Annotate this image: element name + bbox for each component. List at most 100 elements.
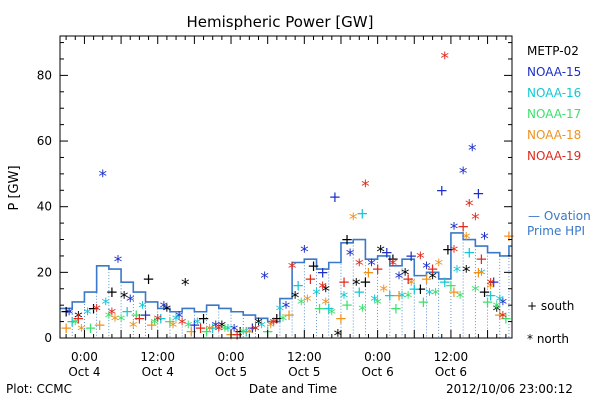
north-point: * bbox=[251, 321, 260, 341]
south-point: + bbox=[335, 309, 348, 327]
north-point: * bbox=[468, 141, 477, 161]
series-noaa-16: + * * + * + * * + * + **+ *+ * + * + * + *+ *+*+*+ bbox=[66, 204, 504, 341]
y-tick-label: 20 bbox=[37, 265, 52, 279]
south-point: + bbox=[500, 309, 513, 327]
north-point: * bbox=[453, 262, 462, 282]
legend-entry: NOAA-16 bbox=[527, 86, 581, 100]
ovation-label-line2: Prime HPI bbox=[527, 224, 585, 238]
x-tick-label-date: Oct 5 bbox=[288, 365, 320, 379]
south-point: + bbox=[353, 283, 366, 301]
south-point: + bbox=[194, 319, 207, 337]
north-point: * bbox=[492, 298, 501, 318]
south-point: + bbox=[271, 309, 284, 327]
south-point: + bbox=[405, 247, 418, 265]
x-tick-label-date: Oct 4 bbox=[142, 365, 174, 379]
north-point: * bbox=[328, 305, 337, 325]
north-point: * bbox=[398, 289, 407, 309]
legend-entry: NOAA-17 bbox=[527, 107, 581, 121]
north-point: * bbox=[395, 269, 404, 289]
y-axis-label: P [GW] bbox=[7, 165, 22, 210]
north-point: * bbox=[349, 210, 358, 230]
series-noaa-15: ****+ * * + * * +***++* *+*+*+***+*+* bbox=[65, 141, 507, 342]
north-point: * bbox=[462, 262, 471, 282]
north-point: * bbox=[178, 315, 187, 335]
north-point: * bbox=[172, 312, 181, 332]
north-point: * bbox=[459, 164, 468, 184]
north-point: * bbox=[74, 308, 83, 328]
south-point: + bbox=[390, 299, 403, 317]
north-point: * bbox=[425, 285, 434, 305]
north-point: * bbox=[496, 292, 505, 312]
south-point: + bbox=[60, 303, 73, 321]
south-point: + bbox=[133, 309, 146, 327]
north-point: * bbox=[218, 318, 227, 338]
marker-legend-south: + south bbox=[527, 299, 574, 313]
north-point: * bbox=[499, 308, 508, 328]
south-point: + bbox=[145, 316, 158, 334]
south-point: + bbox=[493, 306, 506, 324]
north-point: * bbox=[260, 269, 269, 289]
south-point: + bbox=[402, 270, 415, 288]
north-point: * bbox=[480, 230, 489, 250]
y-tick-label: 40 bbox=[37, 200, 52, 214]
north-point: * bbox=[282, 298, 291, 318]
north-point: * bbox=[477, 266, 486, 286]
north-point: * bbox=[379, 282, 388, 302]
north-point: * bbox=[346, 246, 355, 266]
south-point: + bbox=[329, 188, 342, 206]
series-noaa-17: * + * * + * + * + * * + ** + * + * * + * + * +* * +*+ bbox=[71, 276, 512, 344]
south-point: + bbox=[197, 309, 210, 327]
marker-legend-north: * north bbox=[527, 332, 569, 346]
south-point: + bbox=[359, 273, 372, 291]
north-point: * bbox=[181, 275, 190, 295]
points-layer: + * ++ *+**+ * + * +*+**+*+* +*+ *+*+*****+ * * + * * +… bbox=[60, 49, 515, 346]
legend-entry: NOAA-18 bbox=[527, 128, 581, 142]
north-point: * bbox=[153, 312, 162, 332]
south-point: + bbox=[338, 273, 351, 291]
south-point: + bbox=[414, 280, 427, 298]
south-point: + bbox=[362, 263, 375, 281]
north-point: * bbox=[184, 318, 193, 338]
north-point: * bbox=[105, 308, 114, 328]
chart-title: Hemispheric Power [GW] bbox=[187, 13, 374, 31]
north-point: * bbox=[321, 282, 330, 302]
x-tick-label-time: 12:00 bbox=[287, 350, 322, 364]
south-point: + bbox=[231, 326, 244, 344]
legend-entry: NOAA-15 bbox=[527, 65, 581, 79]
north-point: * bbox=[340, 289, 349, 309]
north-point: * bbox=[441, 49, 450, 69]
north-point: * bbox=[221, 321, 230, 341]
south-point: + bbox=[387, 250, 400, 268]
south-point: + bbox=[304, 270, 317, 288]
south-point: + bbox=[121, 303, 134, 321]
south-point: + bbox=[371, 260, 384, 278]
south-point: + bbox=[481, 293, 494, 311]
south-point: + bbox=[393, 286, 406, 304]
north-point: * bbox=[486, 275, 495, 295]
north-point: * bbox=[92, 302, 101, 322]
x-tick-label-date: Oct 6 bbox=[362, 365, 394, 379]
north-point: * bbox=[193, 315, 202, 335]
south-point: + bbox=[341, 231, 354, 249]
south-point: + bbox=[246, 319, 259, 337]
north-point: * bbox=[471, 282, 480, 302]
legend-entry: NOAA-19 bbox=[527, 149, 581, 163]
south-point: + bbox=[234, 322, 247, 340]
south-point: + bbox=[93, 316, 106, 334]
north-point: * bbox=[163, 302, 172, 322]
south-point: + bbox=[139, 306, 152, 324]
north-point: * bbox=[108, 305, 117, 325]
north-point: * bbox=[370, 292, 379, 312]
south-point: + bbox=[316, 263, 329, 281]
south-point: + bbox=[142, 270, 155, 288]
north-point: * bbox=[465, 197, 474, 217]
north-point: * bbox=[65, 305, 74, 325]
x-tick-label-time: 0:00 bbox=[364, 350, 391, 364]
north-point: * bbox=[321, 295, 330, 315]
north-point: * bbox=[334, 326, 343, 346]
south-point: + bbox=[384, 286, 397, 304]
south-point: + bbox=[356, 204, 369, 222]
series-noaa-19: + * * + * * + * + * ** + * +**+ *+* +**+**+** bbox=[72, 49, 507, 344]
ovation-step-line bbox=[60, 232, 512, 323]
